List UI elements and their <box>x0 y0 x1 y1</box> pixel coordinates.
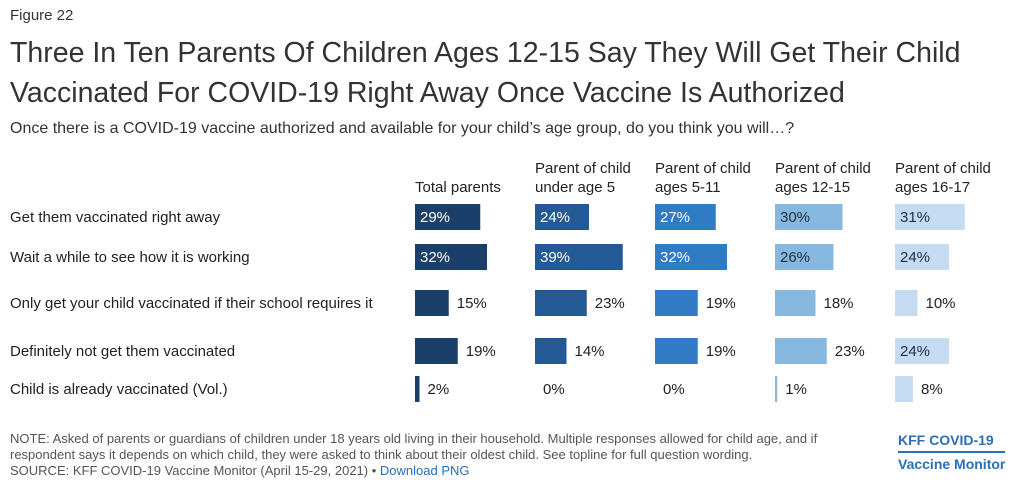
data-label: 15% <box>457 295 487 312</box>
bar <box>415 290 449 316</box>
data-label: 32% <box>660 249 690 266</box>
data-label: 2% <box>428 381 450 398</box>
bar <box>535 204 589 230</box>
brand-line-1: KFF COVID-19 <box>898 432 994 448</box>
bar <box>775 338 827 364</box>
row-label: Child is already vaccinated (Vol.) <box>10 380 228 398</box>
data-label: 18% <box>824 295 854 312</box>
data-label: 8% <box>921 381 943 398</box>
bar <box>535 338 567 364</box>
note-text: NOTE: Asked of parents or guardians of c… <box>10 431 818 462</box>
bar <box>895 244 949 270</box>
bar <box>895 338 949 364</box>
row-label: Wait a while to see how it is working <box>10 248 250 266</box>
data-label: 24% <box>540 209 570 226</box>
bar <box>415 244 487 270</box>
data-label: 24% <box>900 343 930 360</box>
data-label: 14% <box>575 343 605 360</box>
bar <box>775 376 778 402</box>
chart-title: Three In Ten Parents Of Children Ages 12… <box>10 37 961 109</box>
bar <box>415 376 420 402</box>
bar <box>655 244 727 270</box>
bar <box>775 204 843 230</box>
data-label: 30% <box>780 209 810 226</box>
bar <box>655 338 698 364</box>
column-header: Total parents <box>415 179 501 196</box>
row-label: Get them vaccinated right away <box>10 208 221 226</box>
bar <box>655 204 716 230</box>
bar <box>655 290 698 316</box>
data-label: 26% <box>780 249 810 266</box>
bar <box>895 290 918 316</box>
row-label: Only get your child vaccinated if their … <box>10 294 373 312</box>
data-label: 19% <box>706 343 736 360</box>
column-header: Parent of child ages 5-11 <box>655 160 751 196</box>
data-label: 29% <box>420 209 450 226</box>
data-label: 23% <box>835 343 865 360</box>
footnote: NOTE: Asked of parents or guardians of c… <box>10 431 860 479</box>
column-header: Parent of child ages 12-15 <box>775 160 871 196</box>
row-label: Definitely not get them vaccinated <box>10 342 236 360</box>
data-label: 0% <box>663 381 685 398</box>
bar <box>535 244 623 270</box>
chart-subtitle: Once there is a COVID-19 vaccine authori… <box>10 120 795 137</box>
data-label: 39% <box>540 249 570 266</box>
data-label: 0% <box>543 381 565 398</box>
data-label: 31% <box>900 209 930 226</box>
brand-logo: KFF COVID-19 Vaccine Monitor <box>898 431 1006 473</box>
data-label: 24% <box>900 249 930 266</box>
download-png-link[interactable]: Download PNG <box>379 463 470 478</box>
column-header: Parent of child under age 5 <box>535 160 631 196</box>
bar <box>415 338 458 364</box>
bar <box>535 290 587 316</box>
data-label: 19% <box>706 295 736 312</box>
bar <box>415 204 481 230</box>
data-label: 23% <box>595 295 625 312</box>
bar <box>895 204 965 230</box>
data-label: 27% <box>660 209 690 226</box>
column-header: Parent of child ages 16-17 <box>895 160 991 196</box>
figure-label: Figure 22 <box>10 7 74 24</box>
bar <box>775 244 834 270</box>
data-label: 1% <box>785 381 807 398</box>
data-label: 19% <box>466 343 496 360</box>
brand-line-2: Vaccine Monitor <box>898 451 1006 473</box>
data-label: 32% <box>420 249 450 266</box>
bar <box>775 290 816 316</box>
source-text: SOURCE: KFF COVID-19 Vaccine Monitor (Ap… <box>10 463 377 478</box>
data-label: 10% <box>926 295 956 312</box>
bar <box>895 376 913 402</box>
